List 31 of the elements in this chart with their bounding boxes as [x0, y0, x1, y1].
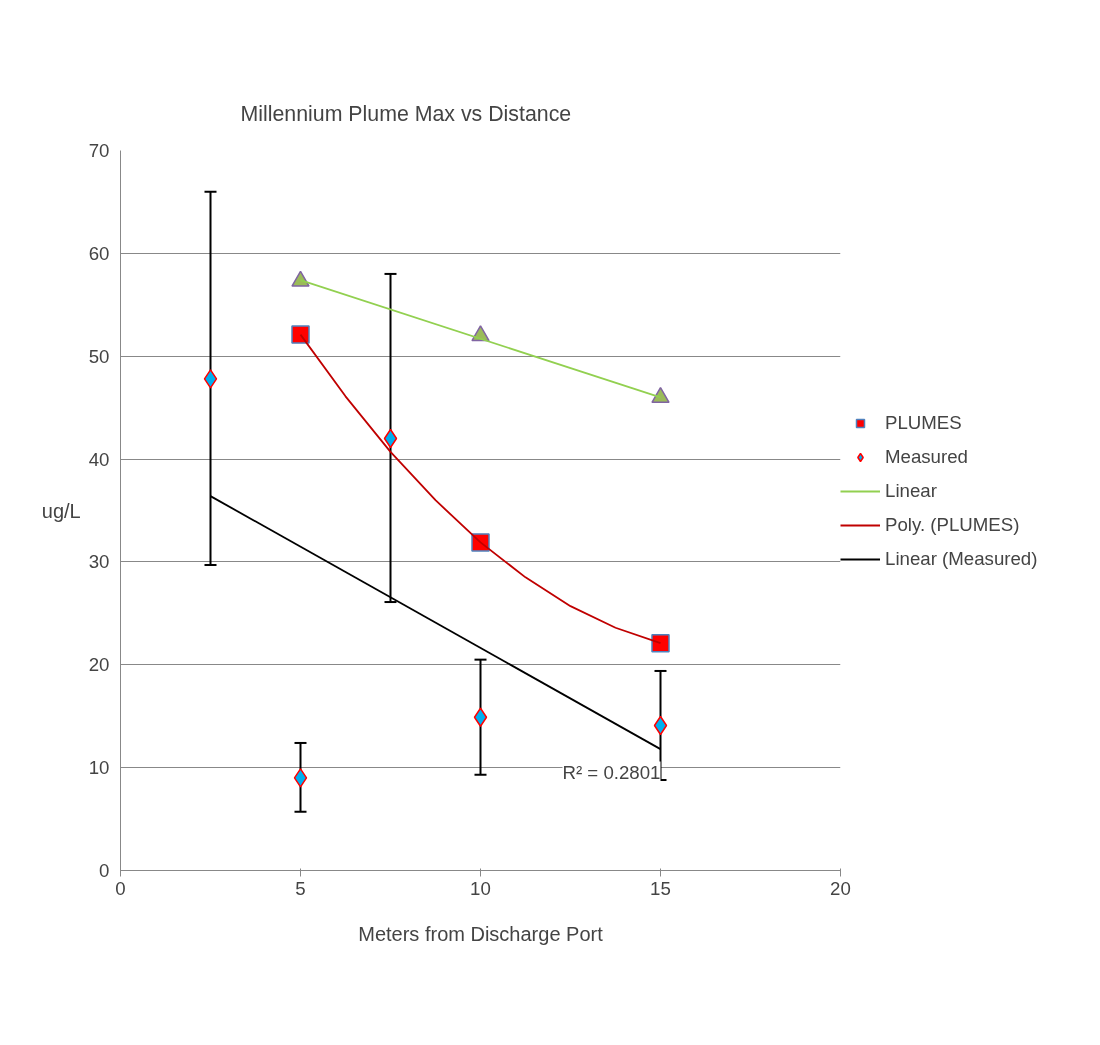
point	[383, 428, 398, 449]
point	[293, 768, 308, 788]
annotation: R² = 0.2801	[562, 761, 661, 783]
point	[653, 715, 668, 736]
y-tick-label: 30	[88, 551, 110, 573]
x-tick-label: 15	[650, 877, 671, 899]
y-tick-label: 70	[88, 140, 110, 161]
y-tick-label: 60	[88, 242, 110, 264]
chart-title: Millennium Plume Max vs Distance	[240, 101, 572, 126]
legend-label: Linear (Measured)	[885, 548, 1038, 570]
x-tick-label: 5	[295, 877, 306, 899]
point	[651, 633, 670, 653]
y-tick-label: 50	[88, 345, 110, 367]
point	[203, 369, 218, 389]
legend-label: PLUMES	[885, 412, 962, 434]
point	[291, 325, 310, 344]
x-tick-label: 10	[470, 877, 491, 899]
y-tick-label: 40	[88, 448, 110, 470]
point	[651, 386, 670, 404]
y-axis-title: ug/L	[41, 499, 81, 522]
y-tick-label: 0	[99, 860, 110, 881]
x-tick-label: 0	[115, 877, 126, 899]
y-tick-label: 10	[88, 757, 110, 779]
y-tick-label: 20	[88, 654, 110, 676]
legend-label: Poly. (PLUMES)	[885, 514, 1020, 536]
legend-label: Linear	[885, 480, 937, 502]
x-tick-label: 20	[830, 877, 851, 899]
x-axis-title: Meters from Discharge Port	[358, 922, 604, 945]
legend-label: Measured	[885, 446, 968, 468]
point	[473, 707, 488, 727]
point	[291, 270, 310, 287]
